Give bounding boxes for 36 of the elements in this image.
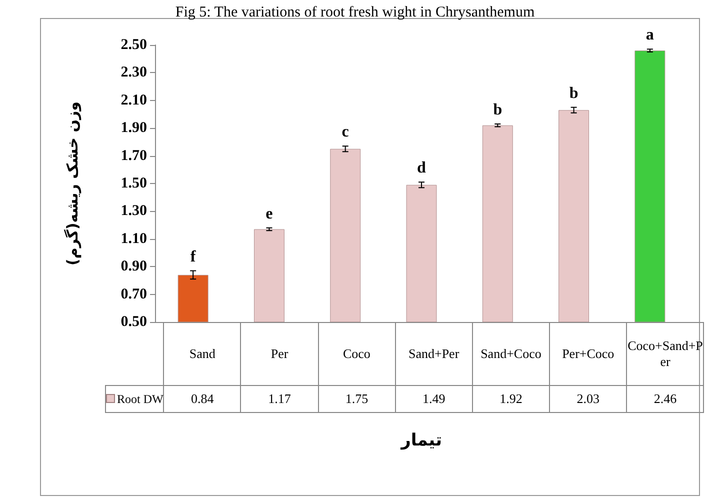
x-tick-label: Coco+Sand+Per	[626, 322, 704, 386]
y-axis-title: وزن خشک ریشه(گرم)	[64, 101, 82, 266]
chart-title: Fig 5: The variations of root fresh wight in Chrysanthemum	[175, 4, 535, 20]
x-tick-label: Sand+Coco	[472, 322, 550, 386]
x-tick-label: Coco	[318, 322, 396, 386]
y-tick-label: 1.50	[120, 176, 147, 192]
annotation: f	[190, 248, 196, 266]
annotation: c	[342, 124, 349, 141]
data-label: 1.49	[395, 386, 472, 412]
y-tick-label: 1.90	[120, 120, 147, 136]
y-tick-label: 0.90	[120, 258, 147, 275]
annotation: a	[646, 26, 654, 44]
x-axis-title: تیمار	[400, 430, 442, 450]
annotation: b	[569, 84, 578, 102]
x-tick-label: Per	[240, 322, 318, 386]
y-tick-label: 1.30	[120, 203, 147, 220]
x-tick-label: Per+Coco	[550, 322, 627, 386]
y-tick-label: 1.10	[120, 230, 147, 247]
data-label: 1.17	[240, 386, 318, 412]
data-label: 2.46	[626, 386, 704, 412]
annotation: d	[417, 160, 426, 177]
y-tick-label: 1.70	[120, 148, 147, 164]
data-label: 0.84	[164, 386, 241, 412]
y-tick-label: 2.50	[120, 37, 147, 53]
y-tick-label: 2.30	[120, 64, 147, 81]
legend-label: Root DW	[106, 386, 164, 412]
data-label: 2.03	[550, 386, 627, 412]
y-tick-label: 0.70	[120, 286, 147, 302]
x-tick-label: Sand+Per	[395, 322, 472, 386]
annotation: e	[266, 205, 273, 222]
data-label: 1.92	[472, 386, 550, 412]
data-label: 1.75	[318, 386, 396, 412]
y-tick-label: 2.10	[120, 92, 147, 108]
y-tick-label: 0.50	[120, 314, 147, 330]
x-tick-label: Sand	[164, 322, 241, 386]
annotation: b	[493, 101, 502, 118]
